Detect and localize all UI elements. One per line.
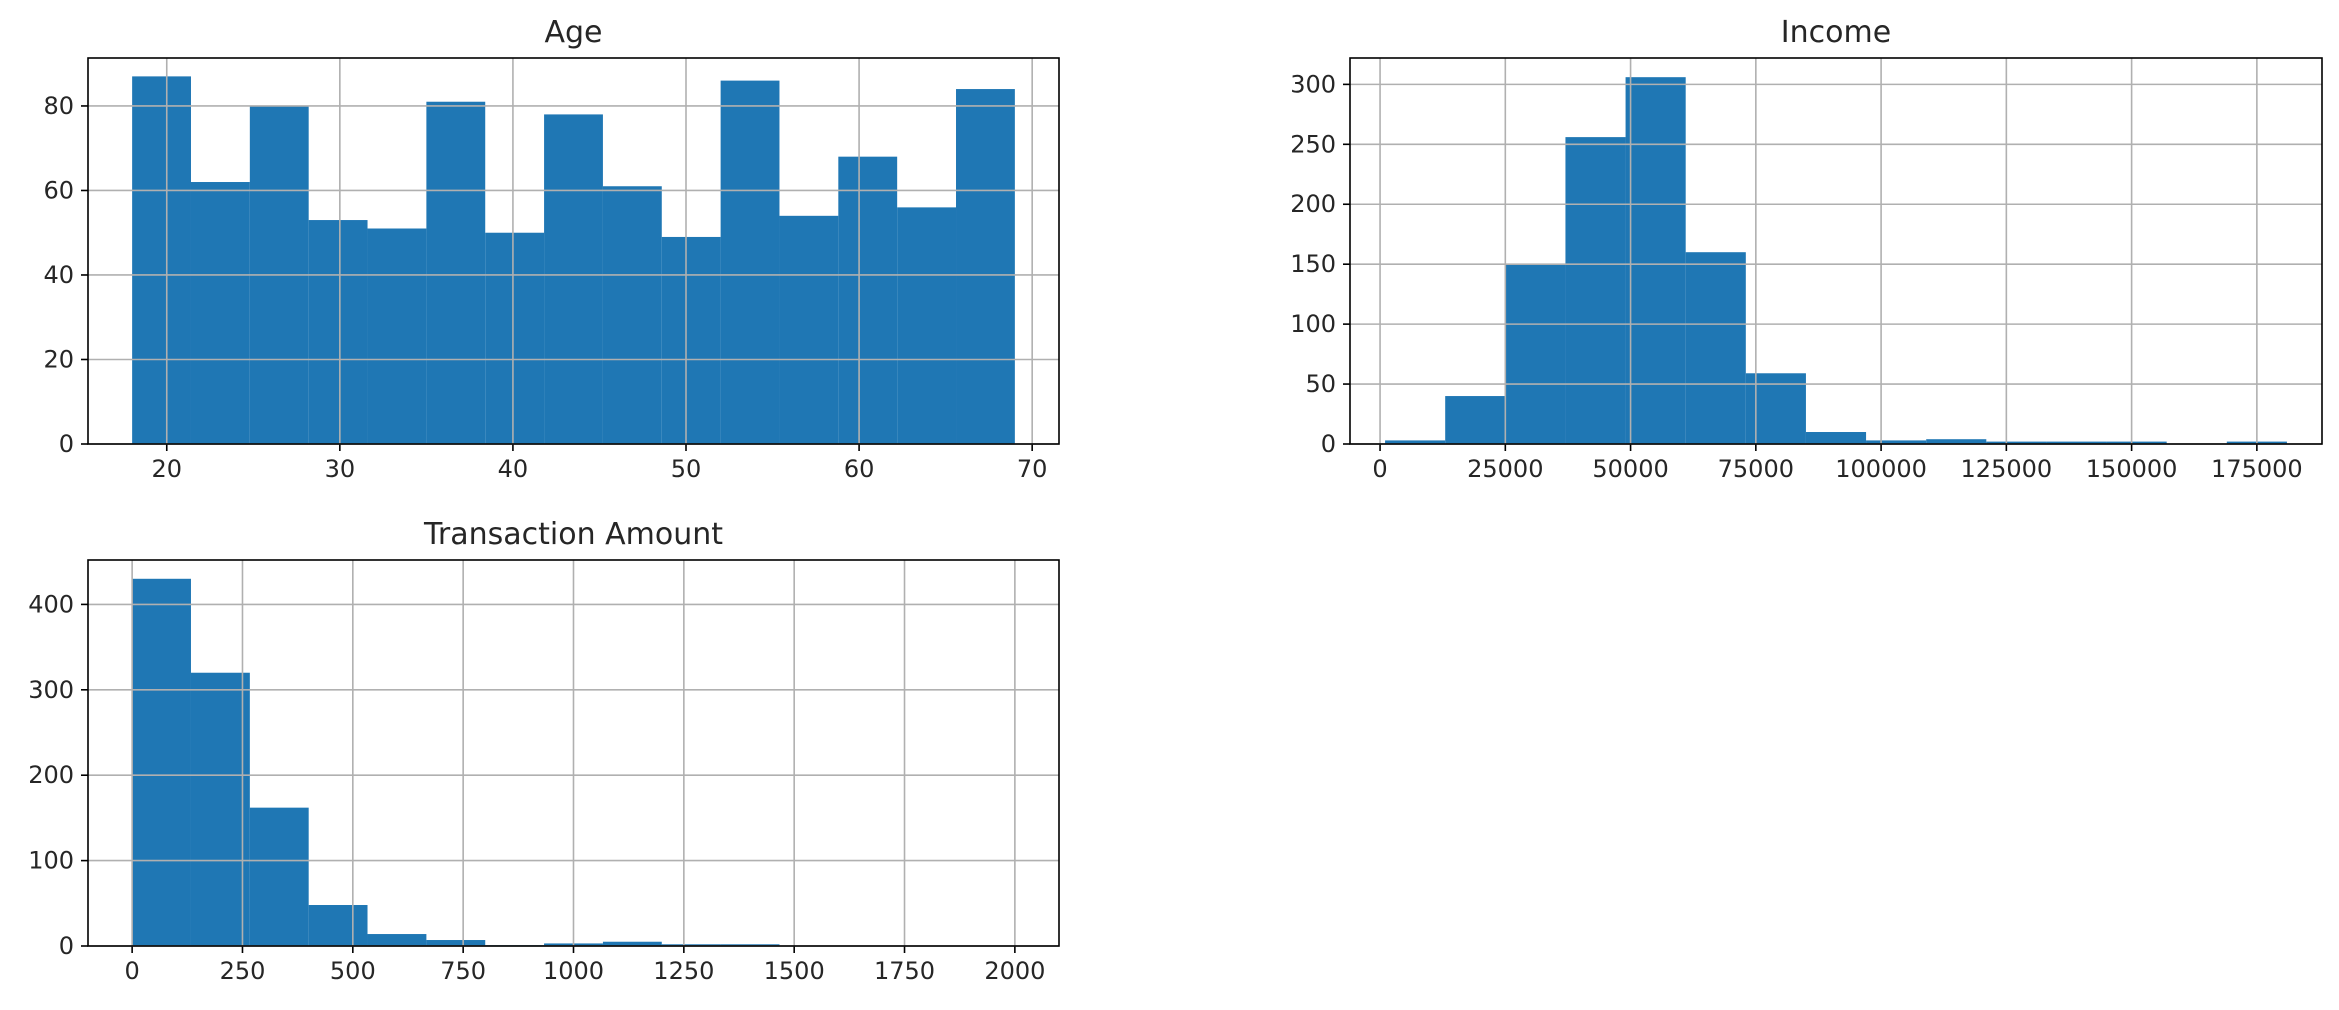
age-bar [367,228,427,444]
panel-income: 0 25000 50000 75000 100000 125000 150000 175000… [1290,15,2323,483]
income-x-tick-label: 50000 [1592,455,1668,483]
income-x-tick-label: 75000 [1718,455,1794,483]
transaction-amount-x-tick-label: 1000 [543,957,604,985]
income-y-tick-label: 250 [1290,130,1336,158]
income-x-tick-label: 175000 [2211,455,2303,483]
income-bar [1866,440,1927,444]
income-x-tick-label: 25000 [1467,455,1543,483]
panel-age: 20 30 40 50 60 70 0 20 40 60 80 Age [43,15,1060,483]
age-bar [897,207,957,444]
income-bar [1505,264,1566,444]
income-bar [1565,137,1626,444]
age-y-tick-label: 80 [43,92,74,120]
income-bar [1685,252,1746,444]
income-y-tick-label: 200 [1290,190,1336,218]
transaction-amount-y-tick-label: 0 [59,932,74,960]
age-axes-frame [87,57,1060,445]
age-bar [544,114,603,444]
age-x-tick-label: 60 [844,455,875,483]
age-title: Age [544,15,602,50]
transaction-amount-y-tick-label: 400 [28,590,74,618]
income-x-tick-label: 150000 [2086,455,2178,483]
transaction-amount-bar [367,934,427,946]
age-bar [779,215,839,444]
transaction-amount-x-tick-label: 500 [330,957,376,985]
income-bar [1805,432,1867,444]
transaction-amount-bar [308,905,368,946]
age-x-tick-label: 20 [151,455,182,483]
age-y-tick-label: 60 [43,176,74,204]
age-bar [956,89,1015,445]
income-title: Income [1781,15,1891,50]
age-x-tick-label: 40 [498,455,529,483]
transaction-amount-x-tick-label: 1750 [874,957,935,985]
income-y-tick-label: 100 [1290,310,1336,338]
age-bar [485,232,545,444]
income-x-tick-label: 125000 [1961,455,2053,483]
age-x-tick-label: 70 [1017,455,1048,483]
income-axes-frame [1349,57,2323,445]
transaction-amount-bar [720,944,780,946]
income-bar [1625,77,1686,445]
transaction-amount-x-tick-label: 750 [440,957,486,985]
income-x-tick-label: 100000 [1835,455,1927,483]
transaction-amount-x-tick-label: 1500 [764,957,825,985]
income-bar [1926,439,1987,444]
age-bar [720,80,780,445]
age-bar [838,156,898,444]
age-x-tick-label: 50 [671,455,702,483]
age-y-tick-label: 0 [59,430,74,458]
transaction-amount-x-tick-label: 250 [220,957,266,985]
age-x-tick-label: 30 [325,455,356,483]
transaction-amount-y-tick-label: 100 [28,847,74,875]
income-bar [1385,440,1446,444]
income-x-tick-label: 0 [1372,455,1387,483]
income-y-tick-label: 150 [1290,250,1336,278]
age-bar [132,76,191,444]
transaction-amount-y-tick-label: 300 [28,676,74,704]
transaction-amount-x-tick-label: 1250 [653,957,714,985]
income-bar [2106,441,2167,444]
income-bar [1445,396,1506,444]
transaction-amount-bar [661,944,721,946]
age-bar [308,220,368,444]
age-bar [602,186,662,444]
age-bar [426,101,486,444]
age-y-tick-label: 20 [43,345,74,373]
age-y-tick-label: 40 [43,261,74,289]
income-y-tick-label: 50 [1305,370,1336,398]
transaction-amount-bar [249,807,309,946]
income-y-tick-label: 300 [1290,70,1336,98]
transaction-amount-bar [132,578,191,946]
transaction-amount-axes-frame [87,559,1060,947]
transaction-amount-bar [190,672,250,946]
transaction-amount-x-tick-label: 0 [124,957,139,985]
age-bar [661,236,721,444]
transaction-amount-x-tick-label: 2000 [984,957,1045,985]
income-bar [1986,441,2047,444]
income-bar [2046,441,2107,444]
income-y-tick-label: 0 [1321,430,1336,458]
transaction-amount-bar [426,940,486,946]
transaction-amount-y-tick-label: 200 [28,761,74,789]
panel-transaction-amount: 0 250 500 750 1000 1250 1500 1750 2000 0 100 200 300… [28,517,1060,985]
age-bar [190,182,250,444]
transaction-amount-title: Transaction Amount [423,517,723,552]
transaction-amount-bar [602,941,662,946]
